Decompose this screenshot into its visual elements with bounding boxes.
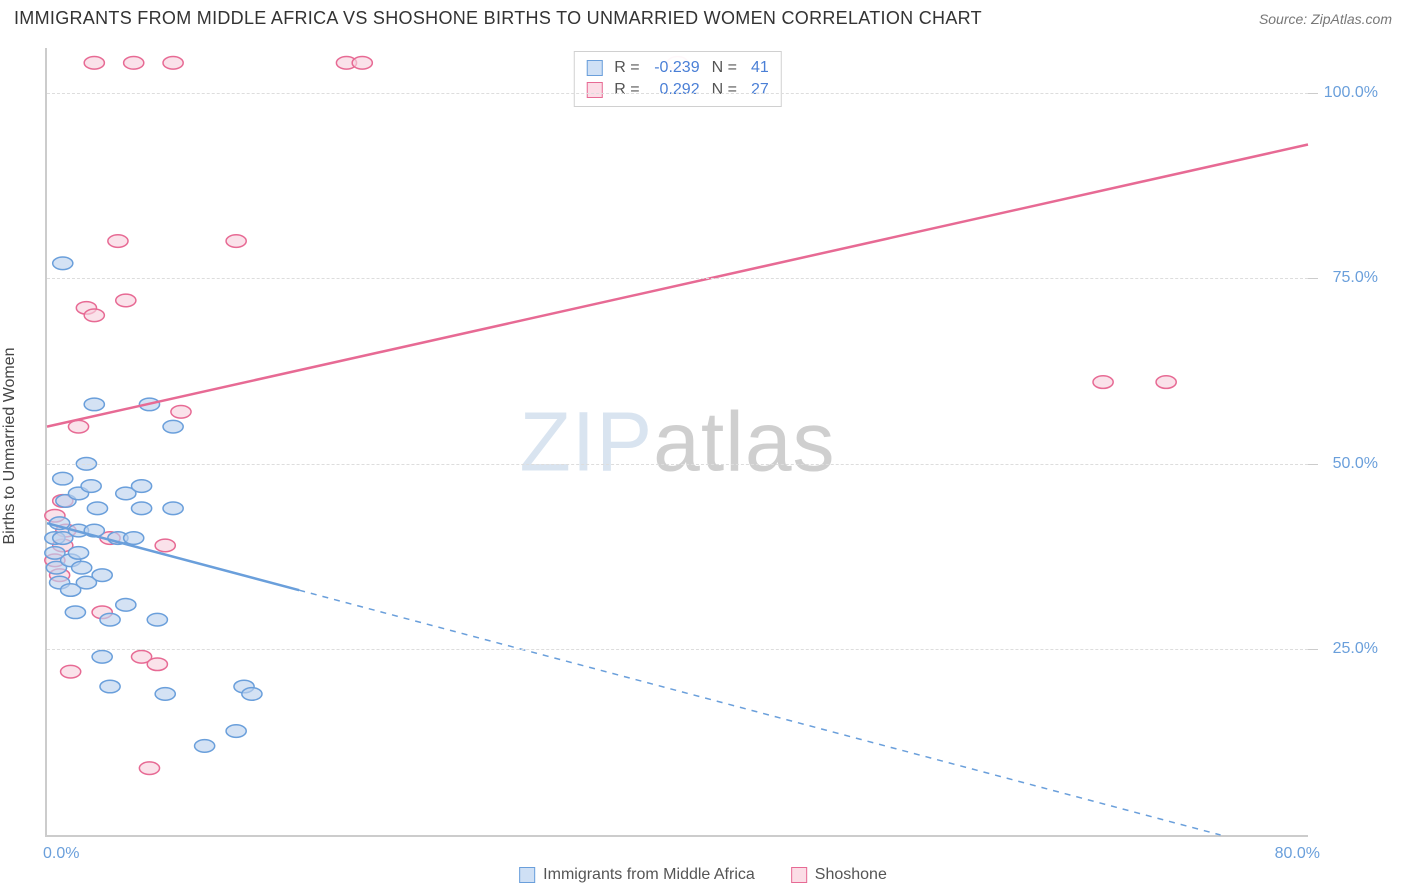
data-point xyxy=(53,257,73,270)
data-point xyxy=(195,740,215,753)
data-point xyxy=(84,57,104,70)
data-point xyxy=(87,502,107,515)
data-point xyxy=(68,547,88,560)
data-point xyxy=(100,613,120,626)
gridline xyxy=(47,278,1308,279)
gridline xyxy=(47,649,1308,650)
x-tick-min: 0.0% xyxy=(43,845,79,863)
source-attribution: Source: ZipAtlas.com xyxy=(1259,11,1392,27)
r-label-2: R = xyxy=(614,79,639,101)
y-tick xyxy=(1308,278,1318,279)
data-point xyxy=(352,57,372,70)
legend-item-blue: Immigrants from Middle Africa xyxy=(519,866,755,884)
data-point xyxy=(92,569,112,582)
legend-swatch-pink xyxy=(791,867,807,883)
y-axis-label: Births to Unmarried Women xyxy=(1,347,19,544)
data-point xyxy=(84,309,104,322)
data-point xyxy=(131,480,151,493)
data-point xyxy=(147,613,167,626)
legend: Immigrants from Middle Africa Shoshone xyxy=(519,866,887,884)
data-point xyxy=(116,294,136,307)
data-point xyxy=(124,57,144,70)
y-tick xyxy=(1308,649,1318,650)
data-point xyxy=(81,480,101,493)
x-tick-max: 80.0% xyxy=(1275,845,1320,863)
data-point xyxy=(171,406,191,419)
r-value-pink: 0.292 xyxy=(648,79,700,101)
data-point xyxy=(155,539,175,552)
trendline-blue-dashed xyxy=(299,590,1220,835)
data-point xyxy=(226,725,246,738)
scatter-svg xyxy=(47,48,1308,835)
stat-row-pink: R = 0.292 N = 27 xyxy=(586,79,768,101)
swatch-blue xyxy=(586,60,602,76)
chart-title: IMMIGRANTS FROM MIDDLE AFRICA VS SHOSHON… xyxy=(14,8,982,29)
y-tick xyxy=(1308,93,1318,94)
n-value-blue: 41 xyxy=(751,57,769,79)
data-point xyxy=(124,532,144,545)
trendline-pink xyxy=(47,145,1308,427)
data-point xyxy=(108,235,128,248)
data-point xyxy=(163,502,183,515)
data-point xyxy=(163,420,183,433)
r-value-blue: -0.239 xyxy=(648,57,700,79)
data-point xyxy=(1156,376,1176,389)
n-label: N = xyxy=(712,57,737,79)
source-prefix: Source: xyxy=(1259,11,1311,27)
data-point xyxy=(131,502,151,515)
gridline xyxy=(47,464,1308,465)
data-point xyxy=(139,762,159,775)
data-point xyxy=(92,651,112,664)
swatch-pink xyxy=(586,82,602,98)
n-label-2: N = xyxy=(712,79,737,101)
y-tick xyxy=(1308,464,1318,465)
data-point xyxy=(84,398,104,411)
data-point xyxy=(242,688,262,701)
n-value-pink: 27 xyxy=(751,79,769,101)
data-point xyxy=(163,57,183,70)
data-point xyxy=(147,658,167,671)
data-point xyxy=(226,235,246,248)
data-point xyxy=(100,680,120,693)
correlation-stats-box: R = -0.239 N = 41 R = 0.292 N = 27 xyxy=(573,51,781,107)
y-tick-label: 50.0% xyxy=(1333,455,1378,473)
legend-label-pink: Shoshone xyxy=(815,866,887,884)
data-point xyxy=(1093,376,1113,389)
gridline xyxy=(47,93,1308,94)
data-point xyxy=(53,472,73,485)
y-tick-label: 100.0% xyxy=(1324,84,1378,102)
r-label: R = xyxy=(614,57,639,79)
y-tick-label: 25.0% xyxy=(1333,640,1378,658)
data-point xyxy=(61,665,81,678)
legend-swatch-blue xyxy=(519,867,535,883)
data-point xyxy=(72,561,92,574)
y-tick-label: 75.0% xyxy=(1333,269,1378,287)
data-point xyxy=(116,599,136,612)
data-point xyxy=(155,688,175,701)
stat-row-blue: R = -0.239 N = 41 xyxy=(586,57,768,79)
data-point xyxy=(65,606,85,619)
legend-label-blue: Immigrants from Middle Africa xyxy=(543,866,755,884)
header-bar: IMMIGRANTS FROM MIDDLE AFRICA VS SHOSHON… xyxy=(0,0,1406,35)
chart-plot-area: ZIPatlas R = -0.239 N = 41 R = 0.292 N =… xyxy=(45,48,1308,837)
source-name: ZipAtlas.com xyxy=(1311,11,1392,27)
legend-item-pink: Shoshone xyxy=(791,866,887,884)
